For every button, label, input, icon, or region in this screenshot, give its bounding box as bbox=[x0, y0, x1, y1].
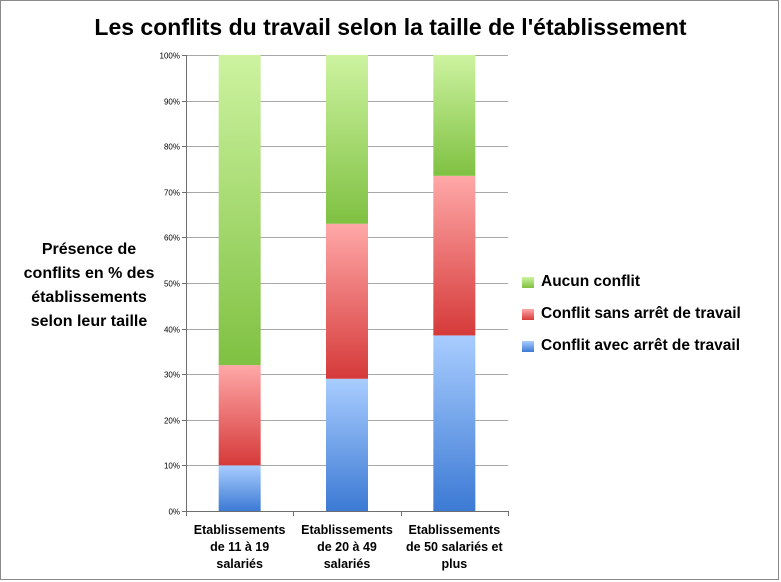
bar-segment bbox=[326, 55, 368, 224]
y-tick-label: 20% bbox=[164, 417, 180, 426]
bar-segment bbox=[433, 175, 476, 336]
bar-segment bbox=[433, 55, 476, 176]
bar-layer bbox=[218, 55, 476, 511]
legend-swatch-conflit-avec-arret bbox=[522, 341, 534, 352]
x-category-label: de 50 salariés et bbox=[406, 540, 503, 554]
legend-label: Conflit sans arrêt de travail bbox=[541, 305, 741, 322]
y-tick-label: 40% bbox=[164, 326, 180, 335]
y-tick-label: 100% bbox=[160, 52, 180, 61]
y-tick-label: 50% bbox=[164, 280, 180, 289]
y-tick-label: 80% bbox=[164, 143, 180, 152]
x-category-label: salariés bbox=[324, 557, 371, 571]
x-category-label: plus bbox=[441, 557, 467, 571]
legend-swatch-aucun-conflit bbox=[522, 277, 534, 288]
y-axis-label-line: établissements bbox=[31, 289, 147, 306]
x-category-label: de 20 à 49 bbox=[317, 540, 377, 554]
y-tick-label: 30% bbox=[164, 371, 180, 380]
bar-segment bbox=[218, 365, 261, 466]
bar-segment bbox=[326, 378, 368, 511]
axis-layer bbox=[182, 55, 509, 516]
bar-segment bbox=[218, 465, 261, 511]
chart-title: Les conflits du travail selon la taille … bbox=[94, 14, 687, 40]
y-tick-label: 60% bbox=[164, 234, 180, 243]
x-category-label: Etablissements bbox=[194, 523, 286, 537]
legend-swatch-conflit-sans-arret bbox=[522, 309, 534, 320]
y-tick-label: 10% bbox=[164, 462, 180, 471]
y-axis-label: Présence de conflits en % des établissem… bbox=[14, 238, 164, 334]
y-axis-label-line: Présence de bbox=[41, 241, 137, 258]
x-category-label: Etablissements bbox=[408, 523, 500, 537]
x-category-label: salariés bbox=[216, 557, 263, 571]
y-tick-label: 0% bbox=[168, 508, 180, 517]
bar-segment bbox=[433, 335, 476, 511]
y-tick-label: 90% bbox=[164, 98, 180, 107]
legend-label: Aucun conflit bbox=[541, 273, 641, 290]
x-category-label: Etablissements bbox=[301, 523, 393, 537]
y-axis-label-line: conflits en % des bbox=[23, 265, 155, 282]
label-layer: 0% 10% 20% 30% 40% 50% 60% 70% 80% 90% 100% Etablis… bbox=[160, 52, 504, 572]
bar-segment bbox=[218, 55, 261, 366]
bar-segment bbox=[326, 223, 368, 379]
y-axis-label-line: selon leur taille bbox=[30, 313, 148, 330]
x-category-label: de 11 à 19 bbox=[210, 540, 269, 554]
legend-label: Conflit avec arrêt de travail bbox=[541, 337, 740, 354]
y-tick-label: 70% bbox=[164, 189, 180, 198]
